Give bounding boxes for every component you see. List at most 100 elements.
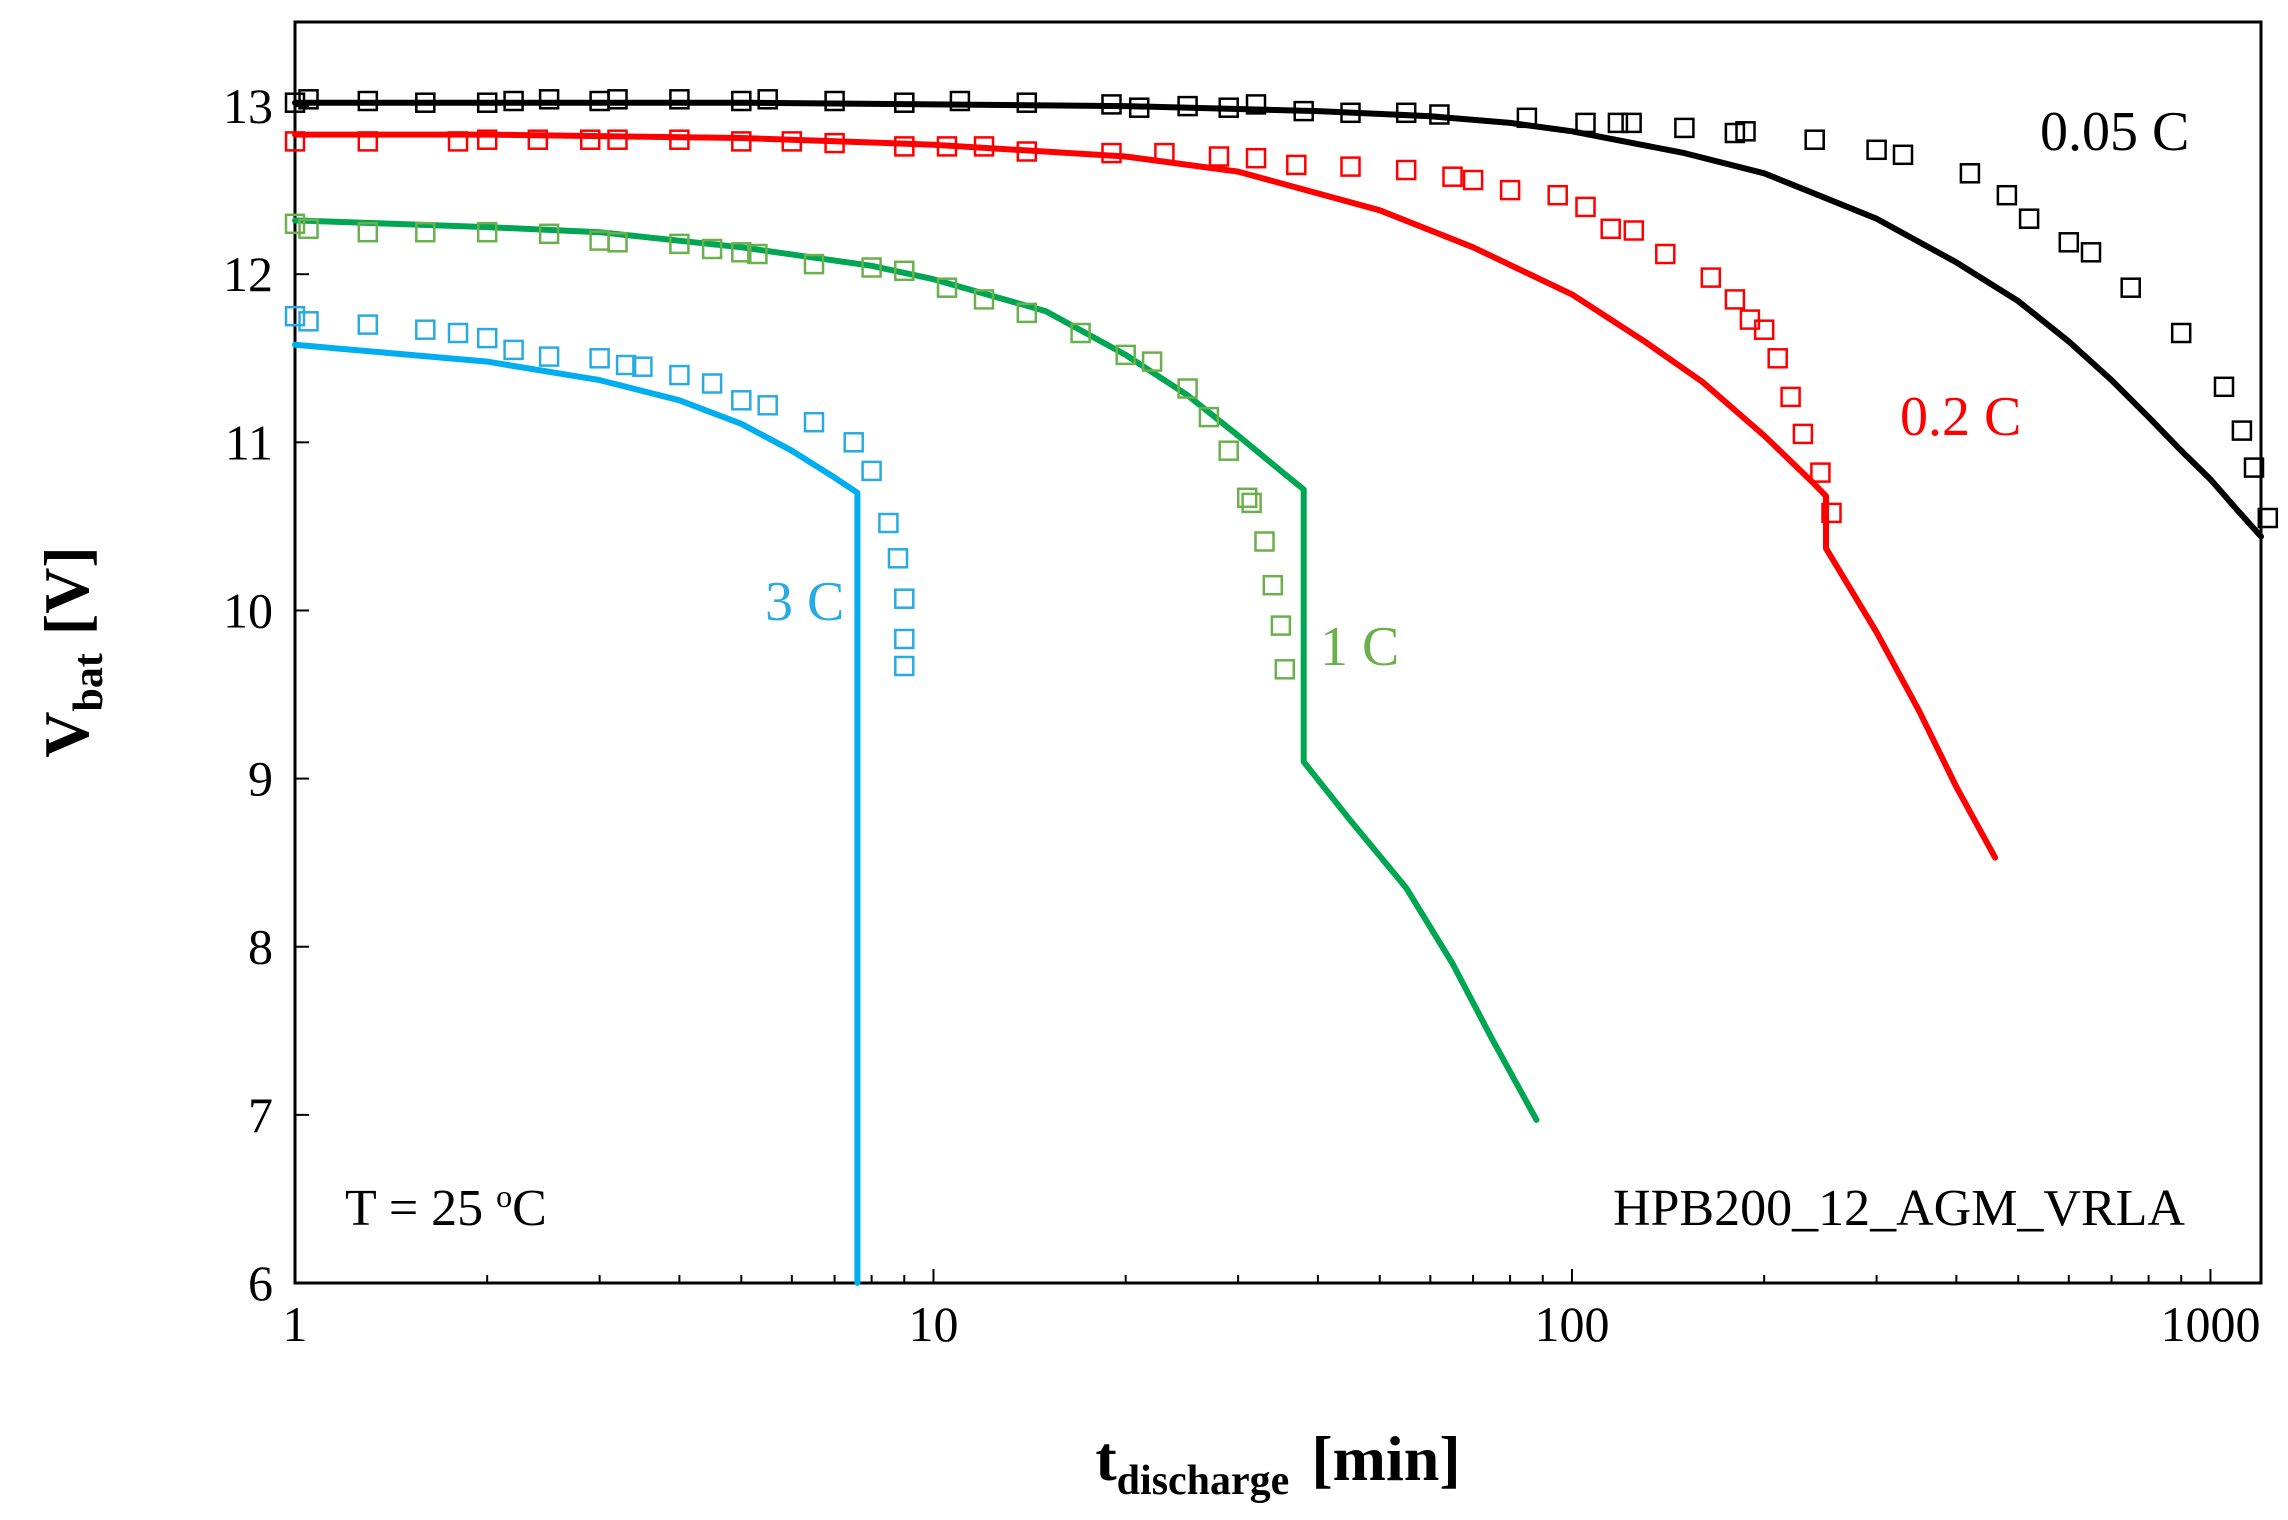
data-point-0-05-c [2243, 457, 2265, 478]
data-point-0-05-c [1293, 100, 1314, 122]
data-point-0-05-c [357, 90, 379, 112]
data-point-0-05-c [503, 90, 524, 112]
data-point-3-c [894, 628, 915, 650]
data-point-3-c [503, 339, 524, 361]
series-line-1-c [292, 217, 1540, 1123]
data-point-0-05-c [824, 90, 845, 112]
data-point-3-c [843, 432, 864, 453]
y-tick-label: 11 [225, 414, 273, 470]
data-point-0-2-c [1208, 146, 1230, 167]
data-point-0-2-c [731, 131, 752, 152]
data-point-0-05-c [2170, 322, 2192, 344]
series-0-05-c [284, 89, 2279, 540]
data-point-3-c [669, 364, 690, 386]
data-point-0-05-c [894, 92, 915, 113]
data-point-0-2-c [1340, 156, 1361, 177]
data-point-0-2-c [1154, 142, 1175, 164]
data-point-0-05-c [1016, 92, 1038, 113]
data-point-0-05-c [1395, 102, 1417, 124]
temperature-annotation: T = 25 oC [345, 1178, 547, 1237]
data-point-0-2-c [1016, 141, 1038, 162]
data-point-0-2-c [1101, 142, 1122, 164]
data-point-0-2-c [284, 131, 306, 152]
x-axis-ticks: 1 10 100 1000 [283, 1269, 2260, 1352]
data-point-0-05-c [476, 92, 498, 113]
data-point-0-05-c [757, 89, 778, 110]
data-point-3-c [284, 305, 306, 327]
y-tick-label: 10 [223, 582, 273, 638]
data-point-3-c [803, 411, 825, 433]
data-point-0-2-c [527, 129, 549, 150]
data-point-1-c [1270, 615, 1292, 636]
data-point-3-c [357, 314, 379, 335]
data-point-0-2-c [1792, 423, 1814, 445]
y-axis-title: Vbat[V] [31, 546, 112, 757]
data-point-0-2-c [1780, 386, 1801, 408]
series-line-0-05-c [292, 99, 2264, 540]
data-point-0-2-c [476, 129, 498, 150]
data-point-0-05-c [1866, 139, 1887, 161]
data-point-0-2-c [1442, 166, 1463, 187]
y-tick-label: 6 [248, 1255, 273, 1311]
data-point-1-c [701, 238, 723, 260]
data-point-0-2-c [607, 129, 628, 150]
data-point-3-c [632, 356, 653, 377]
data-point-1-c [607, 232, 628, 253]
data-point-3-c [298, 311, 319, 332]
series-layer [284, 89, 2279, 1286]
data-point-1-c [1262, 574, 1284, 596]
data-point-0-2-c [1767, 348, 1788, 369]
data-point-0-05-c [1245, 94, 1267, 115]
x-tick-label: 100 [1534, 1296, 1609, 1352]
data-point-0-05-c [1674, 117, 1695, 139]
data-point-1-c [936, 277, 958, 298]
data-point-1-c [415, 221, 436, 243]
data-point-0-2-c [1395, 159, 1417, 181]
data-point-1-c [803, 253, 825, 275]
data-point-0-05-c [1959, 163, 1981, 184]
series-line-3-c [292, 341, 861, 1286]
data-point-0-2-c [579, 129, 601, 150]
y-tick-label: 13 [223, 78, 273, 134]
data-point-3-c [701, 373, 723, 394]
series-3-c [284, 305, 915, 1286]
data-point-0-05-c [1996, 184, 2018, 206]
y-tick-label: 9 [248, 751, 273, 807]
series-label-0-05c: 0.05 C [2040, 101, 2189, 163]
data-point-3-c [757, 395, 778, 416]
series-label-3c: 3 C [765, 571, 844, 633]
data-point-1-c [1198, 406, 1220, 428]
data-point-0-2-c [1700, 267, 1722, 288]
y-tick-label: 12 [223, 246, 273, 302]
data-point-3-c [878, 512, 899, 534]
data-point-0-2-c [936, 136, 958, 157]
data-point-0-05-c [607, 89, 628, 110]
x-axis-title: tdischarge [min] [1095, 1423, 1460, 1504]
data-point-1-c [284, 213, 306, 235]
data-point-0-2-c [447, 131, 469, 152]
data-point-1-c [669, 233, 690, 255]
data-point-1-c [357, 221, 379, 243]
data-point-0-2-c [781, 131, 803, 152]
data-point-0-2-c [973, 136, 995, 157]
data-point-0-05-c [1735, 121, 1756, 142]
data-point-3-c [731, 390, 752, 411]
data-point-1-c [1236, 487, 1258, 509]
data-point-3-c [894, 655, 915, 677]
y-tick-label: 7 [248, 1087, 273, 1143]
data-point-3-c [415, 319, 436, 340]
data-point-1-c [298, 218, 319, 240]
data-point-0-2-c [669, 129, 690, 150]
data-point-0-05-c [2058, 232, 2080, 253]
data-point-0-05-c [284, 92, 306, 113]
data-point-3-c [476, 327, 498, 349]
series-1-c [284, 213, 1540, 1123]
data-point-0-05-c [1128, 97, 1150, 118]
data-point-1-c [973, 289, 995, 310]
data-point-0-2-c [1245, 147, 1267, 169]
data-point-0-05-c [2120, 277, 2141, 298]
data-point-3-c [887, 548, 909, 569]
data-point-0-2-c [1623, 220, 1645, 241]
data-point-0-05-c [1218, 97, 1239, 118]
data-point-0-05-c [669, 89, 690, 110]
